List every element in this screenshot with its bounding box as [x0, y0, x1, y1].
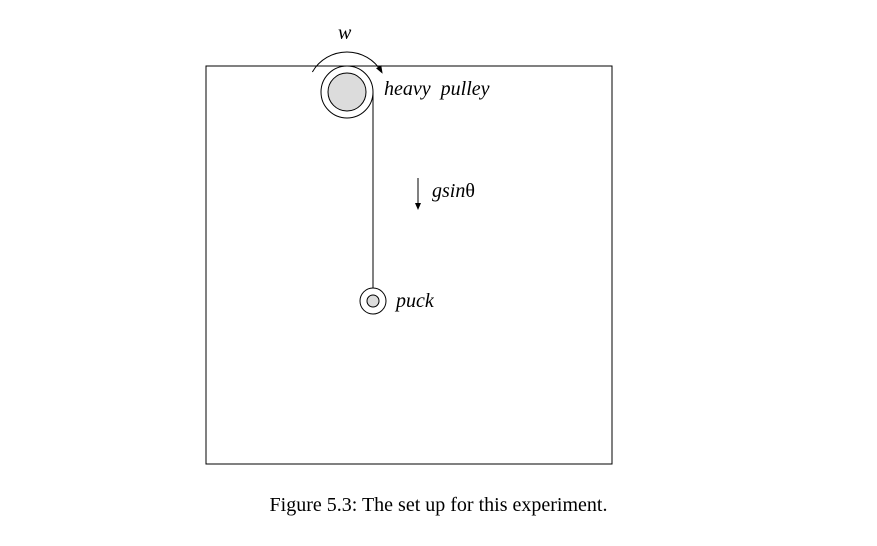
label-gsin-prefix: gsin	[432, 180, 465, 202]
figure-caption: Figure 5.3: The set up for this experime…	[0, 494, 877, 517]
physics-diagram: w heavy pulley gsinθ puck Figure 5.3: Th…	[0, 0, 877, 541]
label-pulley: heavy pulley	[384, 78, 490, 101]
label-w: w	[338, 22, 351, 45]
label-gsin-theta: gsinθ	[432, 180, 475, 203]
label-theta: θ	[465, 180, 475, 202]
label-puck: puck	[396, 290, 434, 313]
